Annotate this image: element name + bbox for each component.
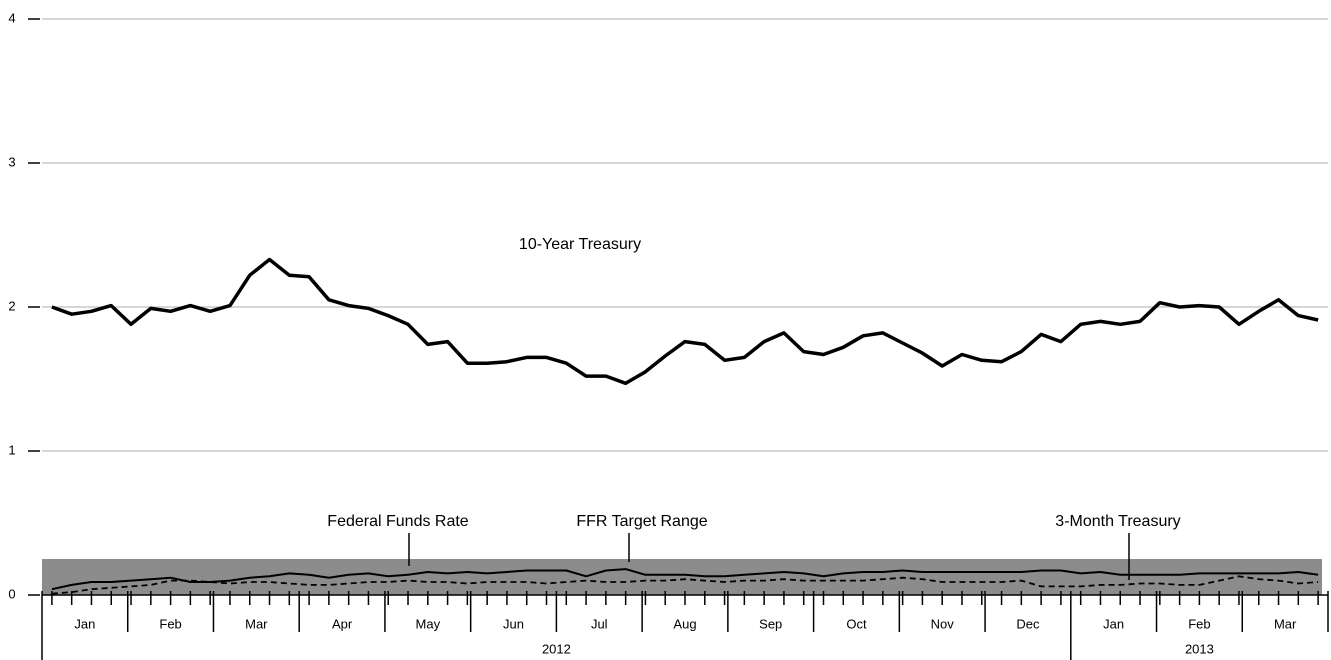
x-tick-label: Apr [332,616,353,631]
x-tick-label: Sep [759,616,782,631]
y-tick-label: 4 [8,10,15,25]
band-label: FFR Target Range [576,513,707,530]
y-tick-label: 2 [8,298,15,313]
x-tick-label: Aug [673,616,696,631]
x-tick-label: Jan [74,616,95,631]
series-line [51,575,1319,595]
target-range-band [42,559,1322,595]
series-label: 10-Year Treasury [519,236,641,253]
x-tick-label: Jan [1103,616,1124,631]
year-label: 2012 [542,641,571,656]
x-tick-label: Feb [159,616,181,631]
y-tick-label: 3 [8,154,15,169]
x-tick-label: Mar [245,616,268,631]
series-line [51,568,1319,591]
x-tick-label: Feb [1188,616,1210,631]
y-tick-label: 0 [8,586,15,601]
x-tick-label: Jun [503,616,524,631]
x-tick-label: Dec [1016,616,1040,631]
series-line [51,257,1319,386]
x-tick-label: Nov [931,616,955,631]
x-tick-label: Jul [591,616,608,631]
x-tick-label: May [416,616,441,631]
x-tick-label: Mar [1274,616,1297,631]
series-label: 3-Month Treasury [1055,513,1180,530]
series-label: Federal Funds Rate [327,513,469,530]
year-label: 2013 [1185,641,1214,656]
x-tick-label: Oct [846,616,867,631]
y-tick-label: 1 [8,442,15,457]
